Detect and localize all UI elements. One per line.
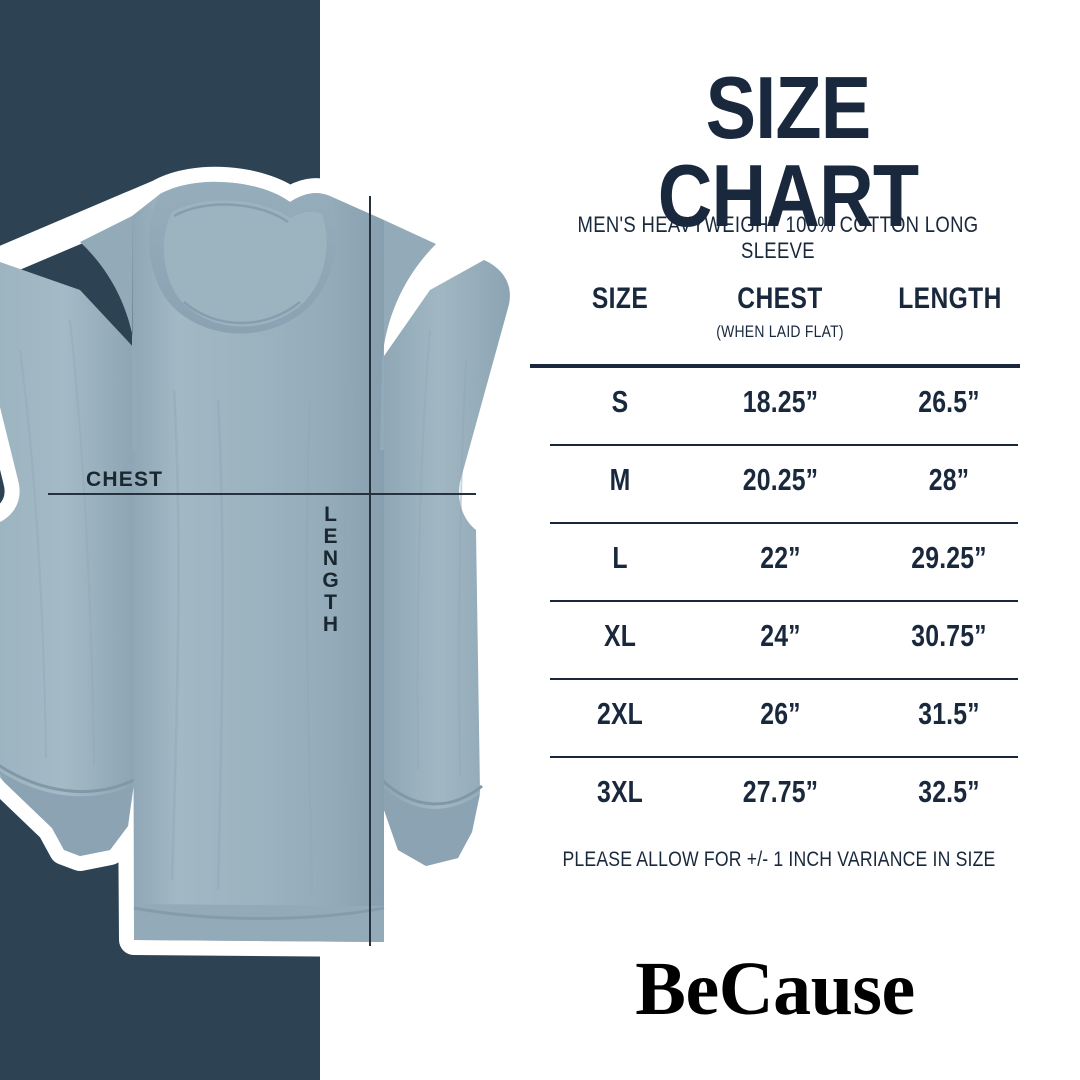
table-header-row: SIZE CHEST LENGTH (WHEN LAID FLAT) (530, 282, 1020, 364)
cell-length: 30.75” (911, 618, 987, 653)
cell-length: 26.5” (918, 384, 980, 419)
header-divider (530, 364, 1020, 368)
cell-chest: 24” (760, 618, 801, 653)
table-row: S 18.25” 26.5” (530, 368, 1020, 444)
table-row: 3XL 27.75” 32.5” (530, 758, 1020, 834)
chest-measure-label: CHEST (86, 468, 164, 491)
table-row: XL 24” 30.75” (530, 602, 1020, 678)
cell-length: 31.5” (918, 696, 980, 731)
row-divider (550, 522, 1018, 524)
column-header-chest-note: (WHEN LAID FLAT) (716, 322, 844, 341)
cell-size: S (611, 384, 629, 419)
length-measure-label: LENGTH (319, 503, 342, 635)
cell-size: M (609, 462, 631, 497)
brand-logo: BeCause (635, 947, 915, 1031)
length-measure-line (369, 196, 371, 946)
column-header-chest: CHEST (737, 282, 823, 315)
table-row: M 20.25” 28” (530, 446, 1020, 522)
column-header-size: SIZE (591, 282, 649, 315)
cell-size: 2XL (597, 696, 643, 731)
cell-chest: 18.25” (742, 384, 819, 419)
size-table: SIZE CHEST LENGTH (WHEN LAID FLAT) S 18.… (530, 282, 1020, 834)
cell-length: 32.5” (918, 774, 980, 809)
cell-size: XL (603, 618, 636, 653)
row-divider (550, 444, 1018, 446)
chart-panel: SIZE CHART MEN'S HEAVYWEIGHT 100% COTTON… (470, 0, 1080, 1080)
cell-chest: 22” (760, 540, 801, 575)
chest-measure-line (48, 493, 476, 495)
cell-chest: 26” (760, 696, 801, 731)
table-row: L 22” 29.25” (530, 524, 1020, 600)
cell-size: 3XL (597, 774, 643, 809)
variance-footnote: PLEASE ALLOW FOR +/- 1 INCH VARIANCE IN … (562, 848, 996, 871)
row-divider (550, 678, 1018, 680)
table-row: 2XL 26” 31.5” (530, 680, 1020, 756)
cell-length: 28” (928, 462, 970, 497)
cell-length: 29.25” (911, 540, 987, 575)
column-header-length: LENGTH (898, 282, 1002, 315)
shirt-illustration (0, 150, 580, 970)
page-subtitle: MEN'S HEAVYWEIGHT 100% COTTON LONG SLEEV… (577, 212, 979, 263)
page-title: SIZE CHART (657, 58, 919, 245)
row-divider (550, 600, 1018, 602)
cell-chest: 27.75” (742, 774, 819, 809)
row-divider (550, 756, 1018, 758)
cell-size: L (612, 540, 628, 575)
cell-chest: 20.25” (742, 462, 819, 497)
